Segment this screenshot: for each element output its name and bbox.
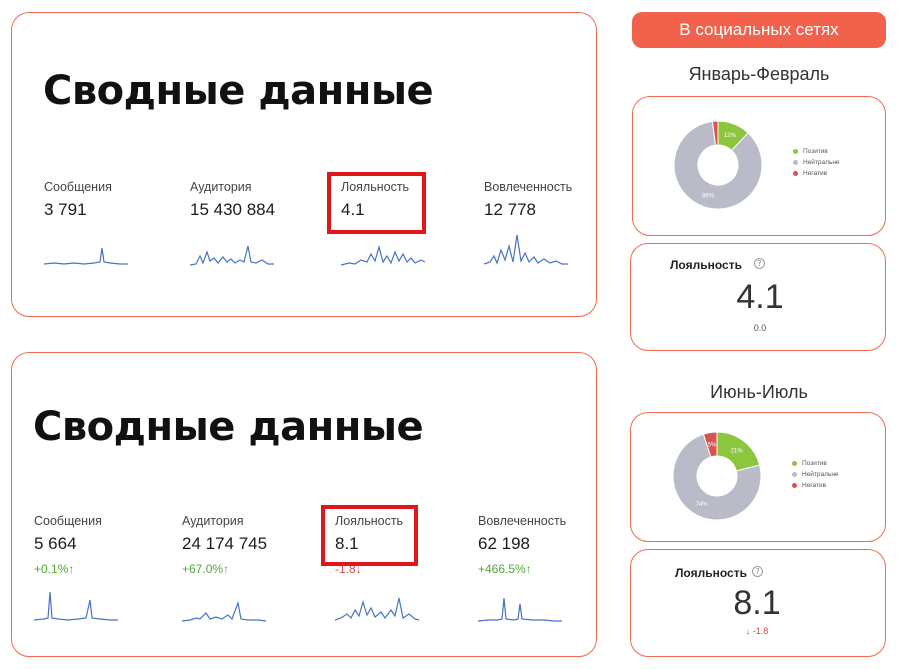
- question-circle-icon[interactable]: ?: [754, 258, 765, 269]
- donut-chart-jun-jul: 21% 74% 5%: [672, 431, 762, 521]
- summary-card-jun-jul: [11, 352, 597, 657]
- sparkline-line: [44, 247, 128, 265]
- sparkline-engagement: [484, 234, 568, 265]
- sparkline-audience: [190, 245, 274, 266]
- metric-label: Аудитория: [182, 514, 244, 528]
- metric-engagement: Вовлеченность 12 778: [484, 180, 624, 220]
- sparkline-messages: [44, 247, 128, 265]
- metric-audience: Аудитория 24 174 745 +67.0%↑: [182, 514, 322, 576]
- metric-label: Вовлеченность: [478, 514, 567, 528]
- metric-value: 15 430 884: [190, 200, 276, 219]
- loyalty-change: ↓ -1.8: [745, 626, 769, 636]
- loyalty-value: 4.1: [736, 278, 784, 316]
- loyalty-change: 0.0: [753, 323, 767, 333]
- metric-value: 8.1: [335, 534, 359, 553]
- legend-label: Нейтральне: [802, 471, 839, 478]
- sparkline-audience: [182, 600, 266, 622]
- legend-dot-positive: [793, 149, 798, 154]
- donut-slice-negative: [711, 120, 719, 146]
- sparkline-line: [34, 591, 118, 621]
- metric-label: Сообщения: [44, 180, 112, 194]
- social-networks-header: В социальных сетях: [632, 12, 886, 48]
- legend-item-neutral: Нейтральне: [793, 157, 840, 168]
- metric-value: 5 664: [34, 534, 77, 553]
- sparkline-line: [190, 245, 274, 266]
- donut-slice-label: 74%: [696, 502, 709, 508]
- sparkline-line: [341, 244, 425, 266]
- legend-dot-negative: [792, 483, 797, 488]
- donut-slice-neutral: [672, 433, 762, 521]
- legend-label: Нейтральне: [803, 159, 840, 166]
- donut-slice-neutral: [673, 120, 763, 210]
- metric-label: Аудитория: [190, 180, 252, 194]
- metric-engagement: Вовлеченность 62 198 +466.5%↑: [478, 514, 618, 576]
- legend-label: Негатив: [802, 482, 827, 489]
- question-circle-icon[interactable]: ?: [752, 566, 763, 577]
- donut-slice-label: 5%: [708, 442, 717, 448]
- legend-item-positive: Позитив: [792, 458, 839, 469]
- loyalty-value: 8.1: [733, 584, 781, 622]
- legend-item-neutral: Нейтральне: [792, 469, 839, 480]
- metric-audience: Аудитория 15 430 884: [190, 180, 330, 220]
- legend-item-positive: Позитив: [793, 146, 840, 157]
- summary-title: Сводные данные: [43, 68, 434, 114]
- donut-slice-label: 21%: [731, 449, 744, 455]
- loyalty-label: Лояльность: [670, 258, 742, 272]
- sparkline-engagement: [478, 597, 562, 622]
- legend-dot-positive: [792, 461, 797, 466]
- sparkline-loyalty: [341, 244, 425, 266]
- metric-value: 62 198: [478, 534, 530, 553]
- sparkline-messages: [34, 591, 118, 621]
- metric-value: 12 778: [484, 200, 536, 219]
- sparkline-line: [484, 234, 568, 265]
- period-title: Июнь-Июль: [710, 382, 808, 402]
- donut-slice-label: 12%: [724, 133, 737, 139]
- legend-dot-negative: [793, 171, 798, 176]
- metric-label: Сообщения: [34, 514, 102, 528]
- legend-label: Негатив: [803, 170, 828, 177]
- metric-messages: Сообщения 3 791: [44, 180, 184, 220]
- legend-dot-neutral: [793, 160, 798, 165]
- sparkline-line: [335, 597, 419, 621]
- sparkline-loyalty: [335, 597, 419, 621]
- metric-label: Лояльность: [335, 514, 404, 528]
- sentiment-legend: Позитив Нейтральне Негатив: [792, 458, 839, 491]
- metric-value: 24 174 745: [182, 534, 268, 553]
- legend-item-negative: Негатив: [793, 168, 840, 179]
- metric-delta: +0.1%↑: [34, 562, 75, 576]
- legend-item-negative: Негатив: [792, 480, 839, 491]
- summary-title: Сводные данные: [33, 404, 424, 450]
- summary-card-jan-feb: [11, 12, 597, 317]
- metric-delta: +67.0%↑: [182, 562, 230, 576]
- metric-value: 4.1: [341, 200, 365, 219]
- sparkline-line: [182, 600, 266, 622]
- sentiment-legend: Позитив Нейтральне Негатив: [793, 146, 840, 179]
- donut-slice-negative: [702, 431, 718, 458]
- sparkline-line: [478, 597, 562, 622]
- legend-dot-neutral: [792, 472, 797, 477]
- metric-loyalty: Лояльность 4.1: [341, 180, 481, 220]
- metric-label: Вовлеченность: [484, 180, 573, 194]
- donut-chart-jan-feb: 12% 86%: [673, 120, 763, 210]
- loyalty-label: Лояльность: [675, 566, 747, 580]
- loyalty-highlight-box: [327, 172, 426, 234]
- legend-label: Позитив: [802, 460, 827, 467]
- loyalty-highlight-box: [321, 505, 418, 566]
- metric-label: Лояльность: [341, 180, 410, 194]
- metric-delta: +466.5%↑: [478, 562, 532, 576]
- metric-value: 3 791: [44, 200, 87, 219]
- donut-slice-label: 86%: [702, 193, 715, 199]
- legend-label: Позитив: [803, 148, 828, 155]
- period-title: Январь-Февраль: [688, 64, 830, 84]
- metric-messages: Сообщения 5 664 +0.1%↑: [34, 514, 174, 576]
